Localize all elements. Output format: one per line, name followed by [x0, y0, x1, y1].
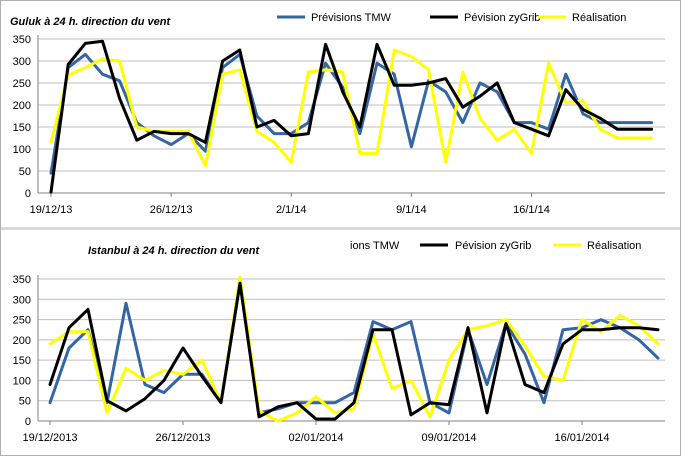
x-tick-label: 09/01/2014: [421, 432, 476, 444]
x-tick-label: 19/12/13: [30, 204, 73, 216]
y-tick-label: 300: [13, 294, 31, 306]
legend-label-zygrib: Pévision zyGrib: [455, 240, 531, 252]
x-tick-label: 26/12/2013: [155, 432, 210, 444]
y-tick-label: 100: [13, 375, 31, 387]
y-tick-label: 200: [13, 100, 31, 112]
legend-label-tmw: Prévisions TMW: [311, 12, 391, 24]
y-tick-label: 0: [25, 416, 31, 428]
panel-divider: [0, 227, 681, 230]
x-tick-label: 02/01/2014: [288, 432, 343, 444]
chart-title: Guluk à 24 h. direction du vent: [10, 16, 171, 28]
x-tick-label: 2/1/14: [276, 204, 307, 216]
x-tick-label: 19/12/2013: [22, 432, 77, 444]
y-tick-label: 250: [13, 315, 31, 327]
series-line-zygrib: [48, 281, 660, 421]
y-tick-label: 50: [19, 396, 31, 408]
series-line-real: [48, 275, 660, 423]
y-tick-label: 0: [25, 188, 31, 200]
series-line-zygrib: [49, 39, 654, 194]
guluk-chart: Guluk à 24 h. direction du vent Prévision…: [10, 12, 665, 216]
x-tick-label: 16/01/2014: [554, 432, 609, 444]
x-tick-label: 16/1/14: [513, 204, 550, 216]
y-tick-label: 300: [13, 56, 31, 68]
series-line-tmw: [48, 281, 660, 415]
x-tick-label: 26/12/13: [150, 204, 193, 216]
istanbul-chart-panel: Istanbul à 24 h. direction du vent ions T…: [0, 230, 681, 456]
y-tick-label: 50: [19, 166, 31, 178]
x-tick-label: 9/1/14: [396, 204, 427, 216]
legend-label-zygrib: Pévision zyGrib: [464, 12, 540, 24]
guluk-chart-panel: Guluk à 24 h. direction du vent Prévision…: [0, 0, 681, 227]
legend-label-tmw: ions TMW: [350, 240, 400, 252]
y-tick-label: 150: [13, 355, 31, 367]
legend-label-real: Réalisation: [587, 240, 641, 252]
y-tick-label: 100: [13, 144, 31, 156]
y-tick-label: 200: [13, 335, 31, 347]
y-tick-label: 250: [13, 78, 31, 90]
y-tick-label: 350: [13, 274, 31, 286]
y-tick-label: 350: [13, 34, 31, 46]
chart-title: Istanbul à 24 h. direction du vent: [88, 245, 260, 257]
y-tick-label: 150: [13, 122, 31, 134]
istanbul-chart: Istanbul à 24 h. direction du vent ions T…: [13, 240, 665, 444]
legend-label-real: Réalisation: [572, 12, 626, 24]
